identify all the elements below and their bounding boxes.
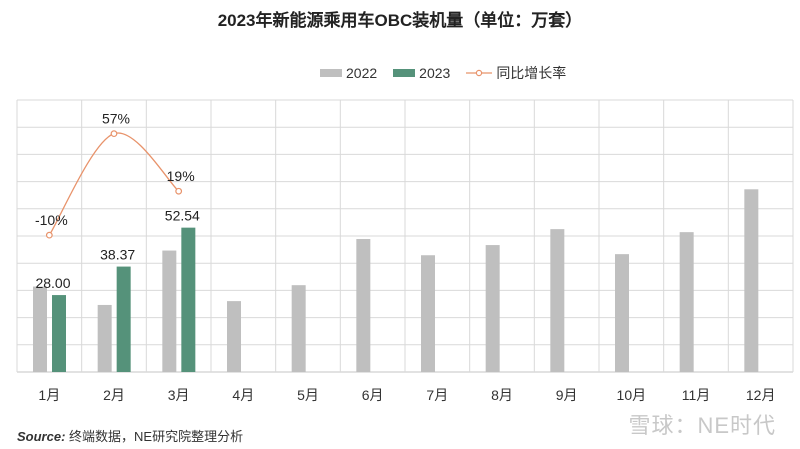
growth-rate-label: -10% <box>35 212 68 228</box>
bar-2022 <box>744 189 759 372</box>
x-axis-tick-label: 4月 <box>232 387 254 403</box>
line-marker-icon <box>466 69 493 77</box>
bar-2022 <box>33 286 47 372</box>
bar-2022 <box>550 229 565 372</box>
x-axis-tick-label: 1月 <box>38 387 60 403</box>
growth-rate-label: 19% <box>167 168 195 184</box>
x-axis-tick-label: 6月 <box>362 387 384 403</box>
chart-legend: 2022 2023 同比增长率 <box>320 63 582 83</box>
bar-value-label: 28.00 <box>35 275 70 291</box>
bar-2022 <box>97 304 112 372</box>
source-text: 终端数据，NE研究院整理分析 <box>65 429 244 444</box>
bar-2022 <box>421 255 435 372</box>
growth-rate-label: 57% <box>102 111 130 127</box>
x-axis-tick-label: 2月 <box>103 387 125 403</box>
x-axis-tick-label: 9月 <box>556 387 578 403</box>
legend-item-growth: 同比增长率 <box>466 63 566 83</box>
bar-2023 <box>116 266 131 372</box>
bar-2022 <box>162 250 177 372</box>
bar-2022 <box>356 239 371 372</box>
legend-swatch-2023 <box>393 69 416 77</box>
source-note: Source: 终端数据，NE研究院整理分析 <box>17 426 243 445</box>
x-axis-tick-label: 3月 <box>168 387 190 403</box>
legend-swatch-2022 <box>320 69 342 77</box>
bar-value-label: 38.37 <box>100 247 135 263</box>
legend-label-2022: 2022 <box>346 65 378 81</box>
bar-2022 <box>291 285 306 372</box>
x-axis-tick-label: 7月 <box>426 387 448 403</box>
bar-2022 <box>679 232 694 372</box>
x-axis-tick-label: 10月 <box>617 387 647 403</box>
bar-2023 <box>52 295 66 372</box>
bar-2022 <box>485 245 500 372</box>
legend-label-growth: 同比增长率 <box>496 65 567 81</box>
x-axis-tick-label: 5月 <box>297 387 319 403</box>
x-axis-tick-label: 8月 <box>491 387 513 403</box>
bar-2023 <box>181 227 196 372</box>
bar-value-label: 52.54 <box>165 208 200 224</box>
growth-rate-marker <box>110 130 118 138</box>
x-axis-tick-label: 12月 <box>746 387 776 403</box>
growth-rate-marker <box>45 231 53 239</box>
bar-2022 <box>227 301 241 372</box>
legend-label-2023: 2023 <box>419 65 451 81</box>
source-prefix: Source: <box>17 429 66 444</box>
chart-title: 2023年新能源乘用车OBC装机量（单位：万套） <box>217 11 583 30</box>
growth-rate-marker <box>175 187 183 195</box>
legend-item-2023: 2023 <box>393 65 450 81</box>
xueqiu-watermark: 雪球：NE时代 <box>628 413 776 438</box>
bar-2022 <box>615 254 629 372</box>
legend-item-2022: 2022 <box>320 65 377 81</box>
growth-rate-line <box>48 132 180 236</box>
x-axis-tick-label: 11月 <box>682 387 711 403</box>
